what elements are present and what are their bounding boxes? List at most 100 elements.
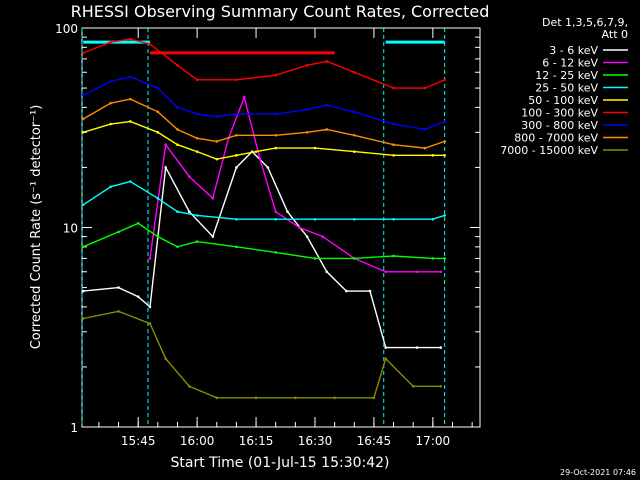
series-point [443,120,446,123]
series-point [294,396,297,400]
legend-label: 7000 - 15000 keV [500,144,598,157]
series-point [81,245,85,249]
series-point [195,240,199,243]
series-point [215,157,219,161]
series-point [439,346,443,349]
series-point [392,86,395,90]
series-point [443,214,446,217]
series-point [274,133,277,137]
legend-label: 12 - 25 keV [535,69,598,82]
series-point [384,357,388,360]
series-point [129,97,132,101]
series-point [129,37,132,41]
series-point [81,203,85,207]
chart-title: RHESSI Observing Summary Count Rates, Co… [71,2,490,21]
series-point [81,117,85,121]
series-point [372,396,376,400]
timestamp: 29-Oct-2021 07:46 [560,468,636,477]
series-point [423,128,427,131]
series-point [352,257,356,260]
series-layer [81,28,446,427]
series-point [156,235,160,238]
series-point [156,131,160,134]
series-point [384,270,388,274]
series-point [176,128,179,131]
series-point [313,217,317,221]
series-point [156,86,160,90]
x-tick-label: 16:30 [298,434,333,448]
series-point [211,235,215,238]
series-point [286,210,289,214]
series-point [156,110,160,114]
series-point [443,78,446,82]
series-point [176,210,179,214]
series-point [81,317,85,320]
series-point [254,396,258,400]
series-point [352,133,356,137]
series-point [423,86,427,90]
y-tick-label: 100 [55,22,78,36]
series-point [187,210,191,214]
series-point [439,384,443,388]
series-point [195,150,199,153]
x-tick-label: 16:45 [357,434,392,448]
series-point [156,197,160,200]
series-line [82,38,445,89]
series-point [195,214,199,217]
series-point [176,245,179,249]
series-point [368,289,372,293]
series-point [235,78,238,82]
series-point [313,146,317,150]
x-tick-label: 16:00 [180,434,215,448]
series-point [274,251,277,254]
series-point [81,93,85,97]
x-tick-label: 17:00 [416,434,451,448]
series-point [109,80,112,83]
series-point [195,78,199,82]
series-point [352,217,356,221]
series-point [129,180,132,183]
series-point [333,396,336,400]
series-point [431,154,435,157]
series-point [325,60,329,63]
series-point [384,346,388,349]
series-point [392,254,395,258]
series-point [136,221,140,225]
series-point [305,64,309,67]
series-point [305,131,309,134]
series-point [187,384,191,388]
series-point [411,384,415,388]
series-point [443,154,446,157]
legend-header-line-1: Det 1,3,5,6,7,9, [542,16,628,29]
x-axis-label: Start Time (01-Jul-15 15:30:42) [170,455,389,471]
series-point [148,42,152,46]
series-point [254,150,258,153]
legend-label: 25 - 50 keV [535,82,598,95]
series-point [305,235,309,238]
series-point [136,295,140,298]
series-point [235,133,238,137]
series-point [164,143,167,147]
series-point [439,270,443,274]
legend-label: 300 - 800 keV [521,119,598,132]
series-point [352,70,356,74]
series-point [81,51,85,55]
series-point [313,257,317,260]
series-point [325,128,329,131]
x-tick-label: 15:45 [121,434,156,448]
series-point [274,217,277,221]
series-point [109,40,112,44]
series-point [392,122,395,126]
legend-label: 800 - 7000 keV [514,132,598,145]
x-tick-label: 16:15 [239,434,274,448]
legend-label: 100 - 300 keV [521,107,598,120]
legend-header-line-2: Att 0 [602,28,628,41]
y-tick-label: 1 [70,421,78,435]
series-point [164,166,167,169]
series-point [117,230,120,234]
series-point [325,103,329,107]
series-line [83,310,441,399]
series-point [321,235,325,238]
